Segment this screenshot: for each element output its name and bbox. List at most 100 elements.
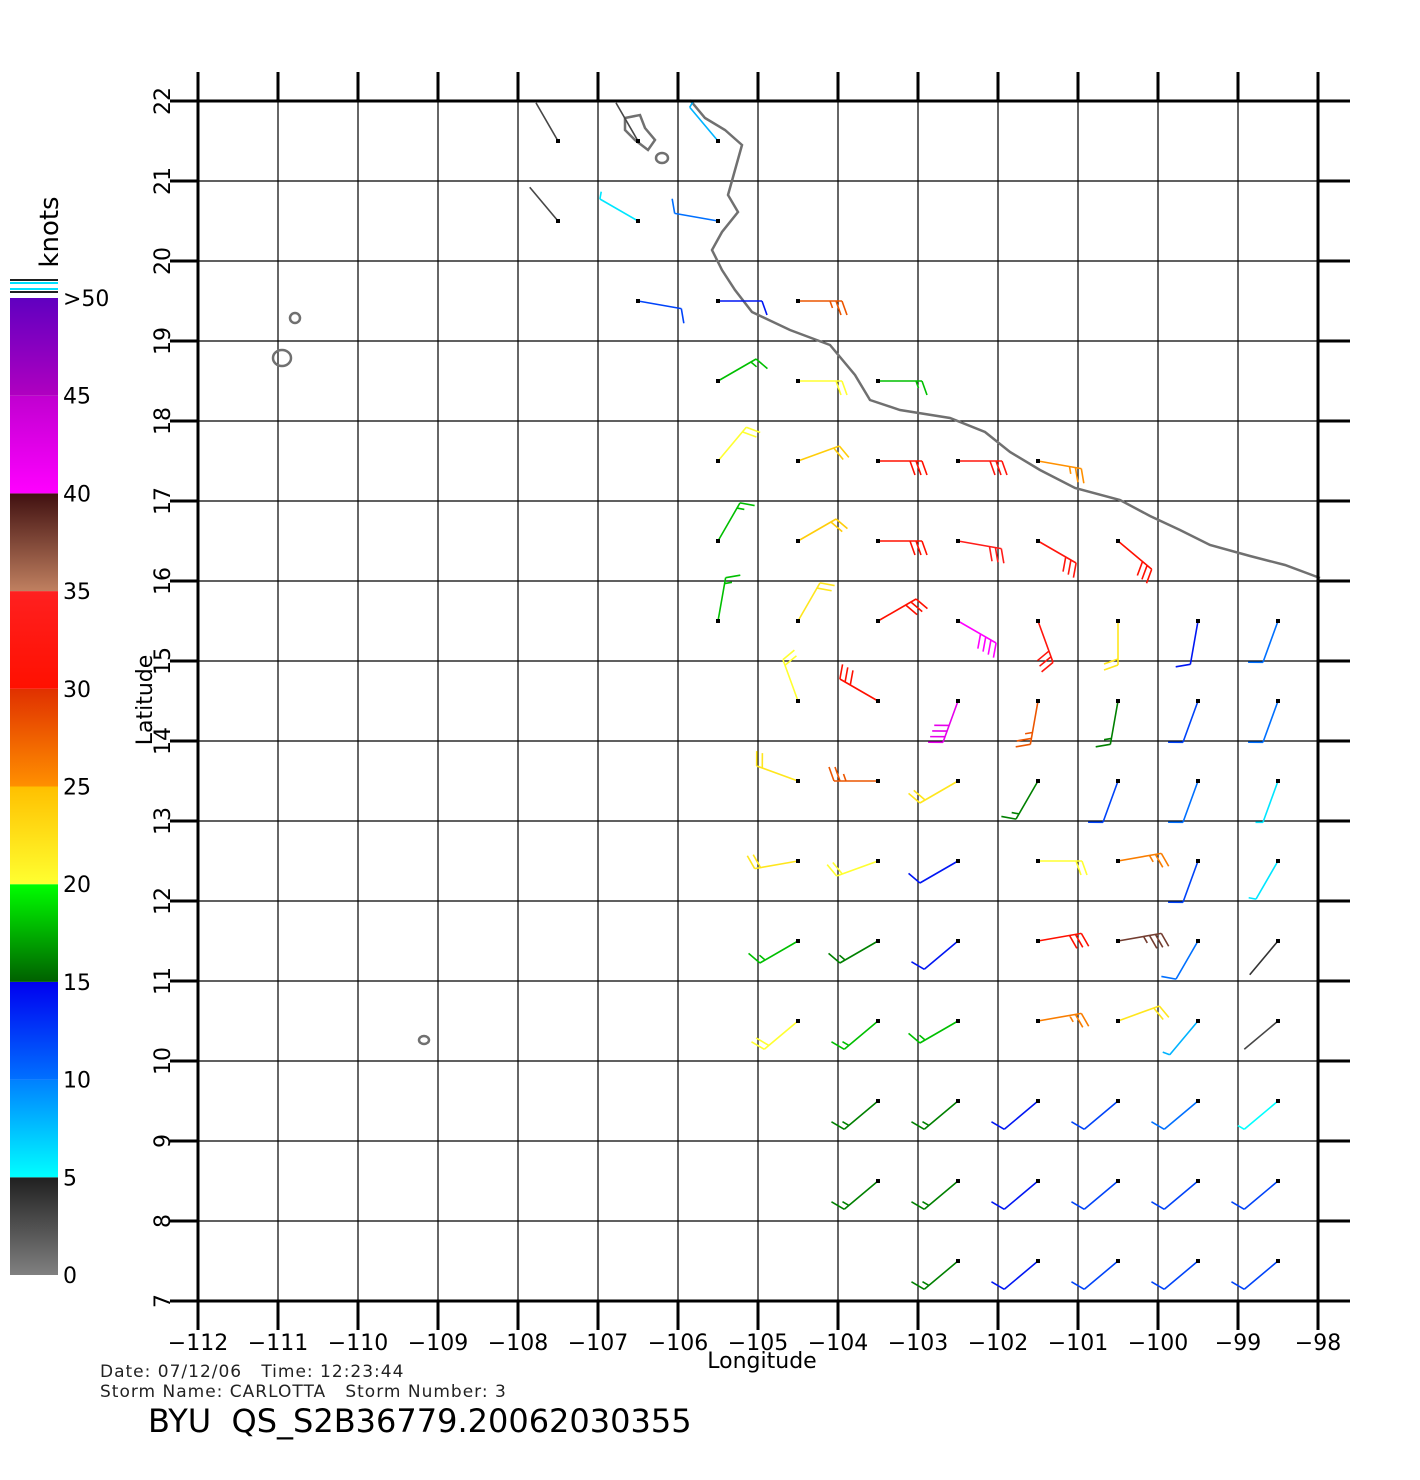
wind-barb [991, 1100, 1039, 1130]
barb-station [716, 139, 720, 143]
barb-station [1036, 1259, 1040, 1263]
wind-barb [1015, 700, 1039, 748]
barb-station [876, 379, 880, 383]
colorbar-label: 45 [63, 385, 91, 410]
barb-station [1196, 939, 1200, 943]
date-line: Date: 07/12/06 Time: 12:23:44 [100, 1362, 404, 1382]
barb-station [956, 459, 960, 463]
barb-station [956, 539, 960, 543]
barb-station [1196, 699, 1200, 703]
x-tick-label: −100 [1128, 1331, 1188, 1356]
barb-station [876, 1099, 880, 1103]
wind-barb [831, 1180, 879, 1210]
barb-station [1036, 539, 1040, 543]
wind-barb [1001, 780, 1039, 820]
barb-station [1196, 779, 1200, 783]
x-tick-label: −106 [648, 1331, 708, 1356]
barb-station [956, 1259, 960, 1263]
wind-barb [782, 649, 799, 702]
island [417, 1034, 431, 1046]
colorbar-segment [10, 884, 58, 982]
barb-station [1196, 619, 1200, 623]
wind-barb [689, 100, 719, 142]
y-tick-label: 22 [151, 87, 176, 115]
wind-barb [1038, 860, 1088, 876]
colorbar-label: 10 [63, 1069, 91, 1094]
colorbar-label: 25 [63, 776, 91, 801]
wind-barb [746, 854, 799, 870]
coast-path [689, 99, 1321, 580]
barb-station [956, 1019, 960, 1023]
colorbar-segment [10, 591, 58, 689]
y-tick-label: 7 [151, 1294, 176, 1308]
wind-barb [911, 1100, 959, 1130]
barb-station [1116, 1179, 1120, 1183]
wind-barb [958, 460, 1008, 476]
barb-station [1276, 1099, 1280, 1103]
barb-station [1116, 1259, 1120, 1263]
wind-barb [911, 940, 959, 970]
y-tick-label: 13 [151, 807, 176, 835]
barb-station [796, 619, 800, 623]
y-tick-label: 8 [151, 1214, 176, 1228]
barb-station [956, 699, 960, 703]
colorbar-segment [10, 786, 58, 885]
island [271, 348, 293, 368]
wind-barb [991, 1260, 1039, 1290]
barb-station [1116, 619, 1120, 623]
wind-barb [828, 940, 879, 964]
x-tick-label: −110 [328, 1331, 388, 1356]
wind-barb [1249, 940, 1279, 976]
barb-station [1116, 1099, 1120, 1103]
barb-station [876, 939, 880, 943]
wind-barb [1243, 1020, 1279, 1050]
barb-station [796, 459, 800, 463]
wind-barb [1151, 1180, 1199, 1210]
barb-station [876, 539, 880, 543]
barb-station [796, 859, 800, 863]
barb-station [1116, 1019, 1120, 1023]
wind-barb [839, 664, 879, 702]
wind-barb [878, 460, 928, 476]
wind-barb [717, 358, 768, 382]
barb-station [1036, 619, 1040, 623]
wind-barb [615, 102, 639, 142]
colorbar-label: 30 [63, 678, 91, 703]
barb-station [636, 299, 640, 303]
colorbar-label: 40 [63, 482, 91, 507]
x-tick-label: −109 [408, 1331, 468, 1356]
wind-barb [1231, 1260, 1279, 1290]
wind-barb [1071, 1180, 1119, 1210]
y-tick-label: 16 [151, 567, 176, 595]
barb-station [876, 699, 880, 703]
frame: −112 −111 −110 −109 −108 −107 −106 −105 −104 −103… [151, 72, 1350, 1356]
barb-station [1276, 1019, 1280, 1023]
colorbar: 0 5 10 15 20 25 30 35 40 45 >50 [10, 279, 109, 1289]
wind-barb [1117, 932, 1170, 949]
wind-barb [911, 1260, 959, 1290]
grid [170, 72, 1350, 1330]
plot-frame [196, 99, 1320, 1303]
barb-station [716, 459, 720, 463]
colorbar-label: >50 [63, 287, 109, 312]
barb-station [1196, 1179, 1200, 1183]
barb-station [1036, 1179, 1040, 1183]
barb-station [1036, 859, 1040, 863]
wind-barb [928, 700, 959, 744]
wind-barb [1237, 1100, 1279, 1130]
wind-barb [1151, 1100, 1199, 1130]
y-tick-label: 18 [151, 407, 176, 435]
x-tick-label: −112 [168, 1331, 228, 1356]
wind-barb [1037, 460, 1085, 484]
storm-line: Storm Name: CARLOTTA Storm Number: 3 [100, 1382, 507, 1402]
barb-station [1036, 1019, 1040, 1023]
wind-barb [798, 380, 848, 396]
x-tick-label: −101 [1048, 1331, 1108, 1356]
wind-barb [1071, 1260, 1119, 1290]
colorbar-title: knots [35, 196, 65, 267]
wind-barb [1168, 780, 1199, 824]
barb-station [796, 299, 800, 303]
x-tick-label: −98 [1295, 1331, 1341, 1356]
